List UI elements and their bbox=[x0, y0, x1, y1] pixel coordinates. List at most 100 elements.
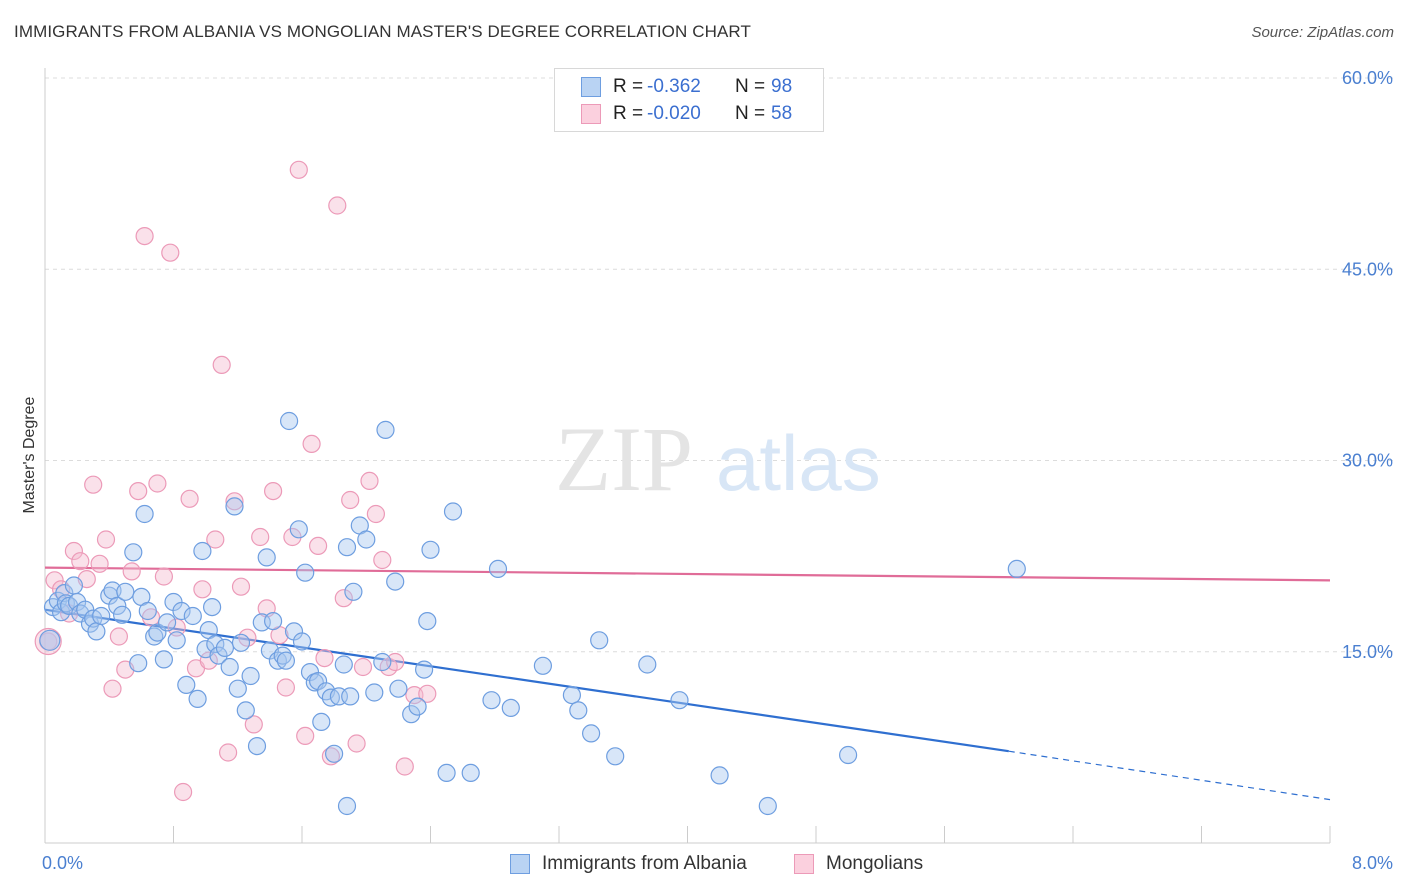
albania-trend-extension bbox=[1008, 750, 1331, 801]
albania-point bbox=[461, 763, 480, 783]
albania-point bbox=[365, 683, 384, 702]
mongolians-point bbox=[219, 743, 238, 762]
albania-point bbox=[581, 724, 601, 743]
albania-point bbox=[203, 597, 222, 617]
legend-row-albania: R = -0.362 N = 98 bbox=[581, 74, 792, 100]
albania-point bbox=[638, 655, 657, 674]
y-tick-label: 60.0% bbox=[1342, 68, 1393, 88]
mongolians-point bbox=[373, 550, 392, 570]
mongolians-point bbox=[309, 536, 328, 556]
mongolians-point bbox=[386, 652, 405, 672]
albania-point bbox=[193, 541, 212, 561]
mongolians-point bbox=[347, 734, 366, 753]
albania-trend-line bbox=[44, 608, 1009, 753]
albania-point bbox=[247, 736, 267, 756]
albania-point bbox=[386, 572, 405, 591]
mongolians-point bbox=[174, 782, 193, 802]
mongolians-point bbox=[45, 571, 64, 590]
mongolians-point bbox=[135, 227, 154, 246]
bottom-legend-mongolians: Mongolians bbox=[794, 850, 923, 878]
mongolians-point bbox=[341, 490, 360, 510]
mongolians-point bbox=[231, 577, 251, 596]
albania-point bbox=[421, 540, 440, 559]
mongolians-point bbox=[90, 554, 109, 573]
mongolians-point bbox=[334, 589, 353, 608]
albania-point bbox=[418, 611, 437, 631]
albania-point bbox=[228, 679, 247, 698]
albania-point bbox=[158, 613, 177, 632]
mongolians-point bbox=[180, 489, 199, 508]
mongolians-point bbox=[315, 648, 334, 668]
mongolians-point bbox=[418, 684, 437, 703]
albania-point bbox=[389, 679, 408, 698]
mongolians-point bbox=[328, 196, 347, 215]
mongolians-point bbox=[64, 541, 84, 561]
y-axis-label: Master's Degree bbox=[21, 396, 38, 513]
albania-point bbox=[241, 666, 260, 686]
source-label: Source: ZipAtlas.com bbox=[1251, 24, 1394, 41]
albania-point bbox=[838, 745, 858, 765]
legend-n-value: 98 bbox=[771, 76, 793, 97]
legend-r-label: R = bbox=[613, 103, 644, 124]
albania-point bbox=[39, 629, 61, 651]
albania-point bbox=[276, 651, 295, 670]
albania-point bbox=[116, 582, 135, 601]
albania-point bbox=[501, 698, 520, 718]
bottom-legend-swatch-albania bbox=[510, 854, 530, 874]
legend-swatch-albania bbox=[581, 77, 601, 97]
albania-point bbox=[357, 530, 376, 549]
albania-point bbox=[172, 601, 191, 621]
albania-point bbox=[135, 504, 154, 524]
mongolians-point bbox=[353, 657, 373, 677]
albania-point bbox=[112, 605, 132, 624]
legend-n-label: N = bbox=[735, 103, 766, 124]
albania-point bbox=[108, 596, 127, 616]
mongolians-point bbox=[122, 562, 141, 581]
albania-point bbox=[188, 689, 207, 709]
mongolians-point bbox=[264, 482, 283, 501]
albania-point bbox=[443, 502, 463, 521]
albania-point bbox=[606, 747, 625, 766]
mongolians-point bbox=[360, 471, 379, 490]
albania-point bbox=[408, 697, 427, 716]
mongolians-point bbox=[395, 757, 414, 776]
albania-point bbox=[312, 712, 331, 732]
mongolians-point bbox=[84, 475, 103, 494]
mongolians-point bbox=[161, 243, 180, 262]
legend-r-value: -0.362 bbox=[647, 76, 701, 97]
y-tick-label: 45.0% bbox=[1342, 259, 1393, 279]
albania-point bbox=[337, 796, 357, 816]
mongolians-point bbox=[193, 580, 212, 599]
albania-point bbox=[264, 611, 283, 631]
albania-point bbox=[402, 705, 421, 724]
albania-point bbox=[64, 576, 84, 595]
albania-point bbox=[670, 691, 689, 710]
albania-point bbox=[225, 497, 244, 516]
bottom-legend-albania: Immigrants from Albania bbox=[510, 850, 747, 878]
mongolians-point bbox=[148, 474, 167, 493]
mongolians-point bbox=[321, 747, 340, 766]
mongolians-point bbox=[206, 530, 225, 549]
x-tick-label-max: 8.0% bbox=[1352, 853, 1393, 873]
albania-point bbox=[273, 646, 292, 665]
albania-point bbox=[569, 701, 588, 720]
mongolians-point bbox=[366, 504, 385, 524]
y-tick-label: 30.0% bbox=[1342, 451, 1393, 471]
albania-point bbox=[341, 687, 360, 706]
data-points bbox=[34, 160, 1026, 816]
albania-point bbox=[376, 420, 395, 439]
mongolians-point bbox=[96, 530, 116, 549]
albania-point bbox=[129, 654, 148, 673]
mongolians-point bbox=[71, 552, 90, 571]
albania-point bbox=[590, 631, 609, 650]
albania-point bbox=[292, 632, 312, 651]
albania-point bbox=[562, 685, 582, 705]
x-tick-label-min: 0.0% bbox=[42, 853, 83, 873]
mongolians-point bbox=[276, 678, 295, 697]
mongolians-point bbox=[251, 527, 270, 547]
mongolians-point bbox=[129, 482, 148, 501]
albania-point bbox=[533, 656, 553, 675]
albania-point bbox=[215, 638, 234, 658]
bottom-legend-label-albania: Immigrants from Albania bbox=[542, 853, 747, 874]
